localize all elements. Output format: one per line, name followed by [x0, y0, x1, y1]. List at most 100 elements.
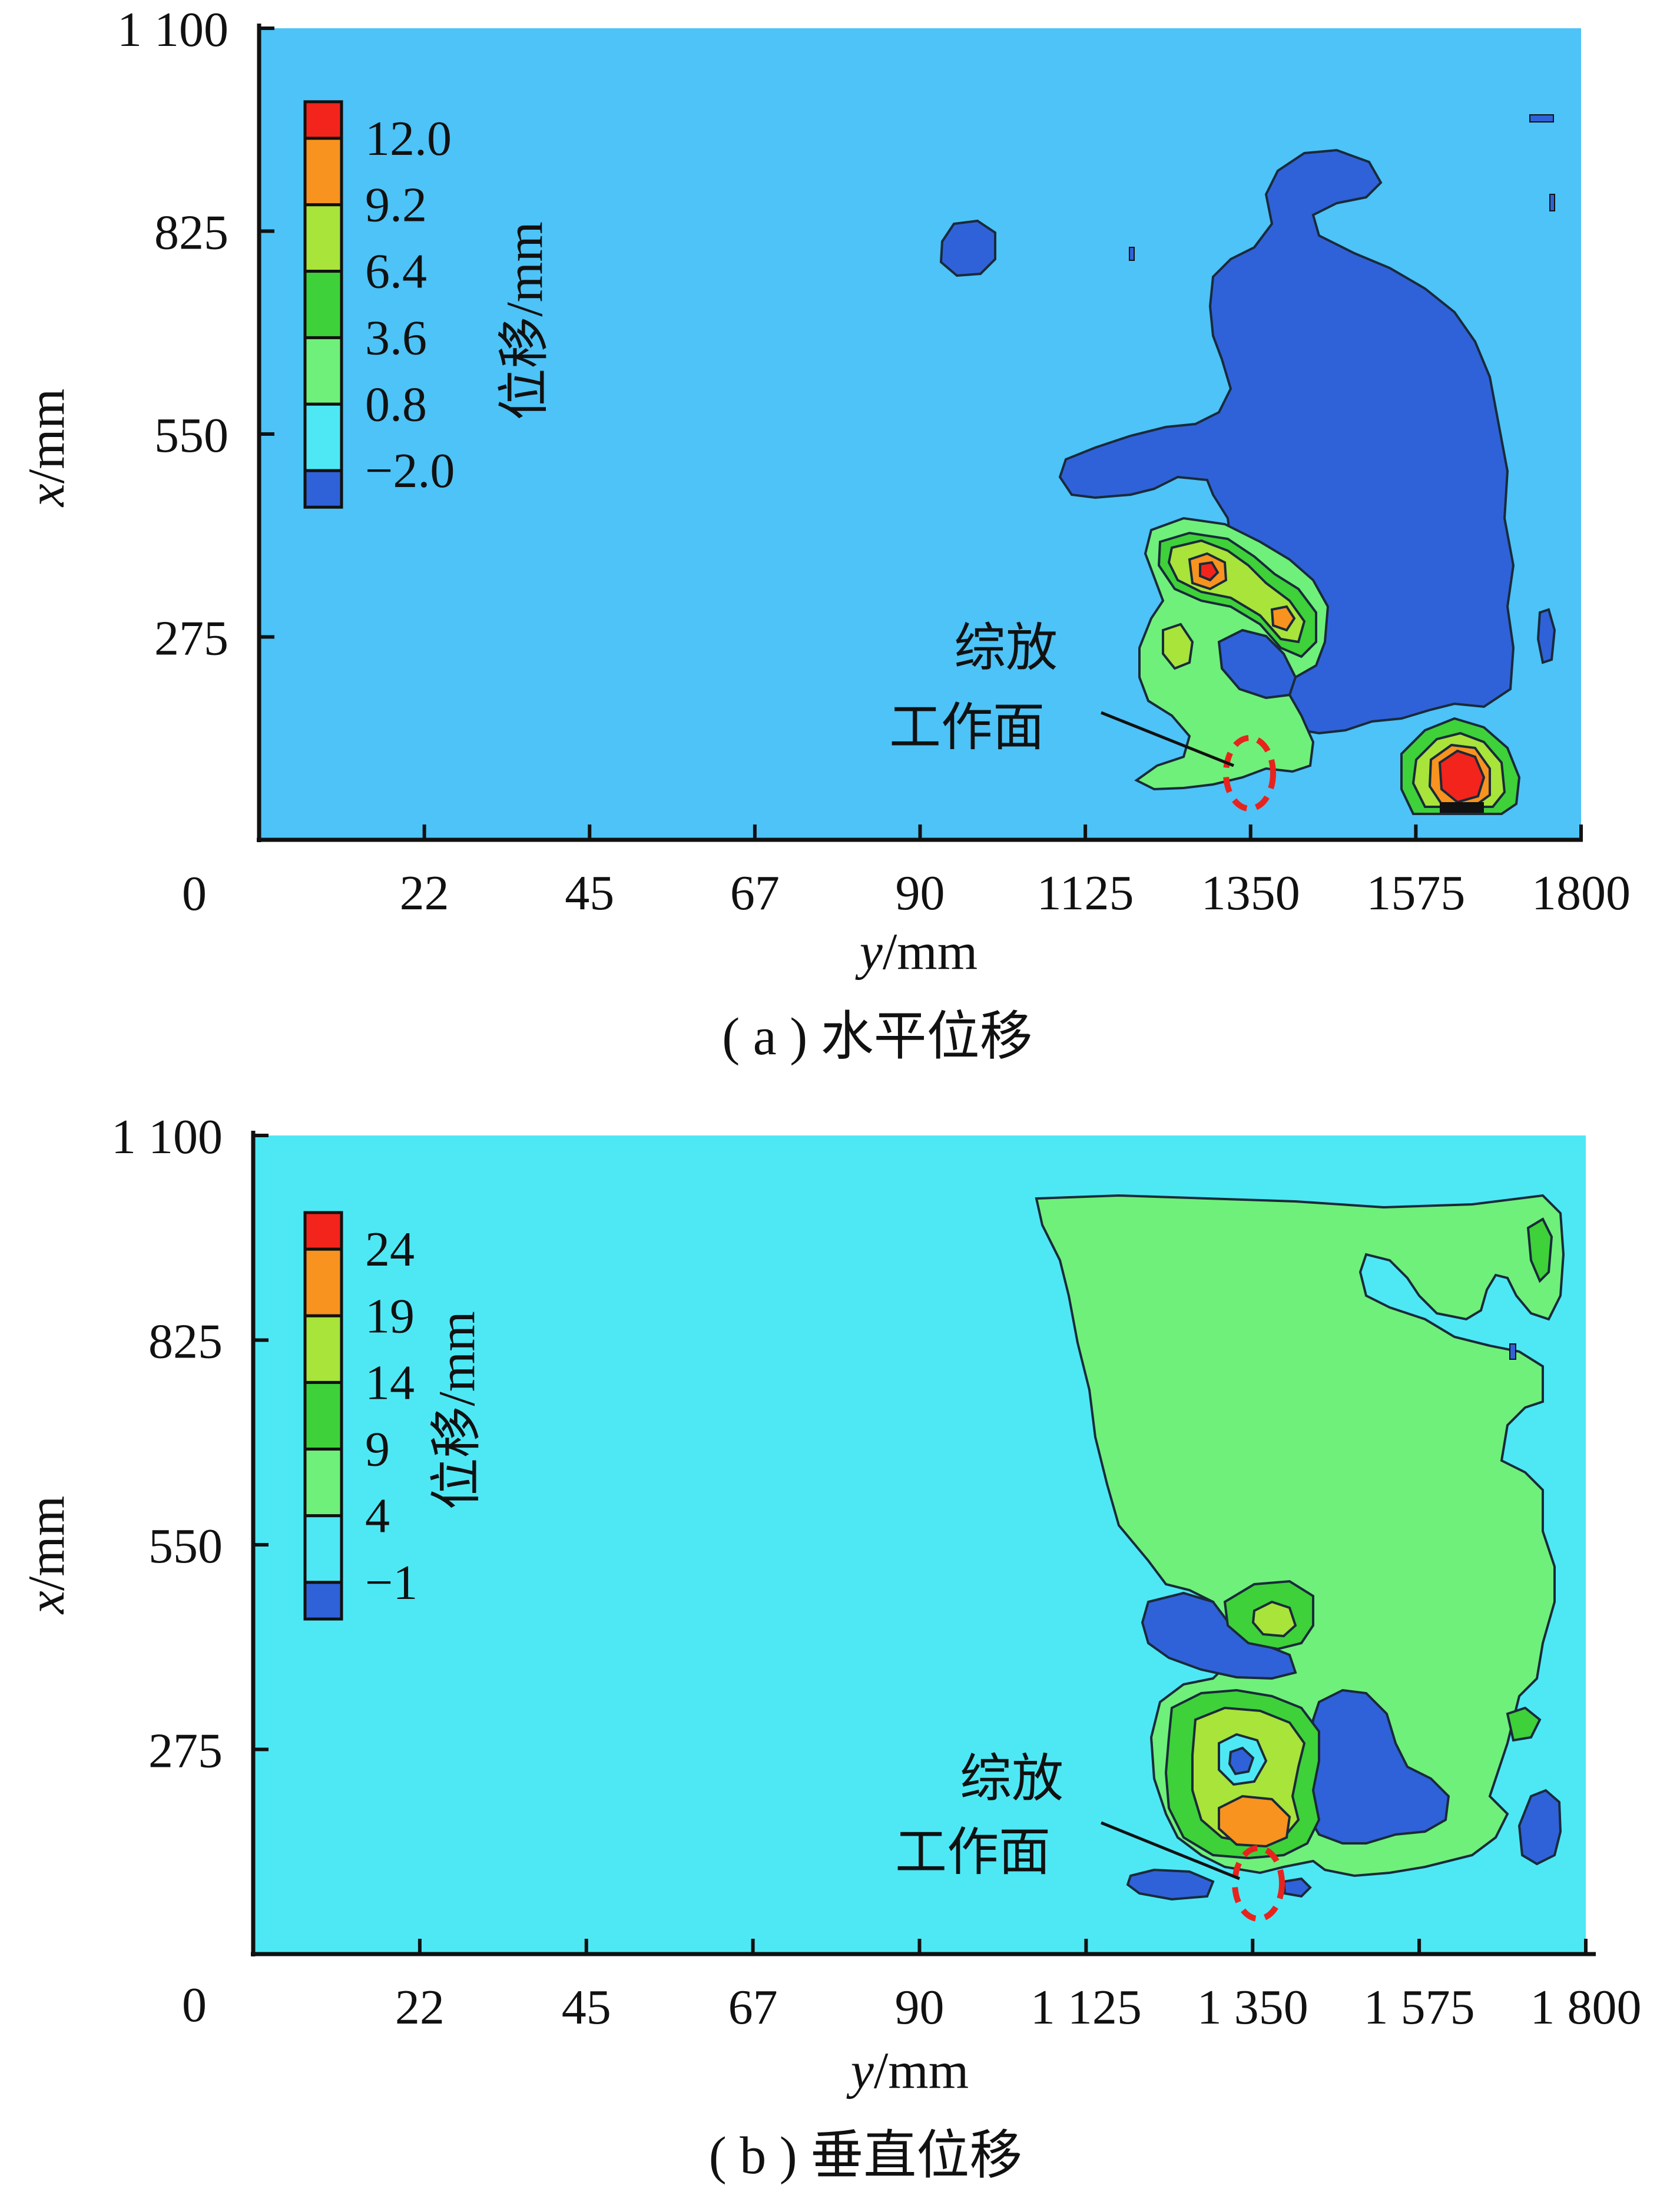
panel-a-colorbar-band [303, 469, 343, 509]
panel-b-y-axis-unit: /mm [18, 1496, 75, 1591]
panel-b-y-tick-label: 825 [148, 1314, 223, 1369]
panel-b-x-tick-label: 1 350 [1197, 1980, 1308, 2035]
panel-b-working-face-marker [1232, 1845, 1285, 1922]
panel-a-colorbar-label: 12.0 [365, 111, 452, 166]
panel-b-x-tick-label: 1 125 [1030, 1980, 1142, 2035]
panel-a-x-tick-label: 1800 [1532, 866, 1631, 920]
panel-b-annotation-leader [1101, 1821, 1240, 1880]
panel-a-x-axis-unit: /mm [883, 923, 977, 981]
panel-a-colorbar-label: 6.4 [365, 244, 427, 299]
panel-a-colorbar-band [303, 100, 343, 140]
panel-b-region-yellowgreen-upper-blob [1251, 1600, 1297, 1638]
panel-a-x-tick-label: 1125 [1037, 866, 1134, 920]
panel-b-colorbar-labels: 24 19 14 9 4 −1 [365, 1222, 417, 1610]
panel-a-speck-2 [1549, 194, 1555, 211]
panel-b-colorbar-label: 14 [365, 1355, 415, 1410]
panel-a-region-red-peak-1 [1199, 561, 1220, 582]
panel-a-annotation-leader [1101, 711, 1234, 767]
panel-a-colorbar-label: 0.8 [365, 377, 427, 432]
panel-a-y-tick-label: 825 [154, 206, 228, 260]
panel-b-region-blue-bottom-left [1126, 1868, 1215, 1901]
panel-a-annotation-line2: 工作面 [889, 700, 1045, 757]
panel-a-colorbar-band [303, 203, 343, 273]
panel-a-x-tick-label: 1575 [1366, 866, 1465, 920]
panel-a-annotation-line1: 综放 [954, 620, 1058, 677]
panel-b-colorbar-band [303, 1581, 343, 1621]
panel-a-colorbar-label: −2.0 [365, 443, 455, 498]
panel-b-x-tick-label: 22 [395, 1980, 445, 2035]
panel-a-working-face-marker [1223, 735, 1276, 812]
panel-a-x-tick-label: 1350 [1201, 866, 1300, 920]
panel-b-region-green-right [1506, 1706, 1542, 1742]
panel-b-colorbar-band [303, 1448, 343, 1518]
panel-a-colorbar-label: 3.6 [365, 310, 427, 365]
panel-b-speck-1 [1509, 1343, 1516, 1360]
panel-a-x-axis-var: y [855, 923, 883, 981]
panel-a-y-axis-var: x [18, 484, 75, 508]
panel-a-y-axis-unit: /mm [18, 389, 75, 484]
panel-b-x-tick-label: 90 [895, 1980, 945, 2035]
panel-b-y-tick-label: 1 100 [111, 1110, 223, 1164]
panel-b-colorbar-label: 4 [365, 1489, 390, 1544]
panel-b-x-tick-label: 45 [562, 1980, 611, 2035]
panel-b-region-green-top-right [1526, 1217, 1553, 1283]
panel-a-colorbar [303, 100, 343, 509]
panel-b-colorbar-label: 24 [365, 1222, 415, 1277]
panel-a-contours [939, 114, 1556, 815]
panel-b-y-tick-label: 275 [148, 1724, 223, 1779]
panel-a: 综放 工作面 位移/mm 12.0 9.2 6.4 3.6 0.8 −2.0 22 45 67… [18, 2, 1631, 1066]
panel-b-y-ticks: 1 100 825 550 275 [111, 1110, 269, 1779]
panel-b-colorbar-band [303, 1211, 343, 1251]
panel-a-y-axis-title: x/mm [18, 389, 75, 508]
panel-b-x-axis-title: y/mm [846, 2042, 969, 2100]
panel-b-colorbar-band [303, 1514, 343, 1584]
panel-b-region-blue-left [1141, 1591, 1297, 1680]
panel-b-origin-label: 0 [182, 1978, 207, 2032]
panel-b-caption: ( b ) 垂直位移 [709, 2127, 1022, 2185]
panel-a-y-tick-label: 550 [154, 408, 228, 463]
panel-b-x-axis-unit: /mm [874, 2042, 969, 2100]
panel-a-x-tick-label: 67 [730, 866, 780, 920]
panel-a-x-tick-label: 90 [896, 866, 945, 920]
panel-a-region-negative-blob-left [939, 219, 996, 277]
panel-a-colorbar-title: 位移/mm [496, 221, 554, 420]
panel-b-x-ticks: 22 45 67 90 1 125 1 350 1 575 1 800 [395, 1939, 1642, 2035]
panel-a-colorbar-band [303, 402, 343, 472]
panel-a-region-bottom-black [1440, 802, 1484, 813]
panel-b-y-tick-label: 550 [148, 1519, 223, 1574]
panel-b-region-blue-bottom-mid [1282, 1877, 1312, 1898]
panel-b-colorbar-band [303, 1314, 343, 1384]
panel-b-x-tick-label: 1 800 [1530, 1980, 1642, 2035]
panel-b-colorbar-title: 位移/mm [429, 1311, 486, 1509]
panel-a-speck-3 [1129, 247, 1135, 261]
panel-b-x-axis-var: y [846, 2042, 874, 2100]
panel-a-colorbar-band [303, 270, 343, 339]
panel-a-origin-label: 0 [182, 866, 207, 921]
panel-a-x-axis-title: y/mm [855, 923, 977, 981]
panel-b-colorbar-label: −1 [365, 1555, 417, 1610]
panel-a-region-green-left [1162, 622, 1194, 670]
panel-a-colorbar-band [303, 336, 343, 406]
panel-b-colorbar-label: 9 [365, 1422, 390, 1477]
panel-b-region-orange-peak [1218, 1794, 1291, 1848]
panel-b-colorbar-band [303, 1380, 343, 1451]
panel-b-x-tick-label: 67 [728, 1980, 778, 2035]
panel-a-x-tick-label: 45 [565, 866, 614, 920]
panel-b-region-blue-hole [1228, 1746, 1255, 1776]
panel-b-region-blue-right [1517, 1789, 1562, 1866]
panel-b-y-axis-var: x [18, 1591, 75, 1615]
panel-a-region-orange-peak-2 [1270, 605, 1296, 632]
panel-a-colorbar-label: 9.2 [365, 178, 427, 233]
panel-a-x-tick-label: 22 [400, 866, 449, 920]
panel-a-region-bottom-red [1438, 749, 1486, 804]
panel-b-x-tick-label: 1 575 [1364, 1980, 1475, 2035]
panel-a-caption: ( a ) 水平位移 [722, 1008, 1032, 1066]
panel-a-y-ticks: 1 100 825 550 275 [117, 2, 274, 666]
panel-a-speck-1 [1529, 114, 1554, 122]
panel-b: 综放 工作面 位移/mm 24 19 14 9 4 −1 22 45 67 90 1 125 1 3… [18, 1110, 1642, 2185]
panel-a-colorbar-band [303, 137, 343, 207]
panel-b-colorbar [303, 1211, 343, 1621]
panel-a-y-tick-label: 1 100 [117, 2, 228, 57]
panel-b-annotation-line1: 综放 [960, 1751, 1063, 1808]
